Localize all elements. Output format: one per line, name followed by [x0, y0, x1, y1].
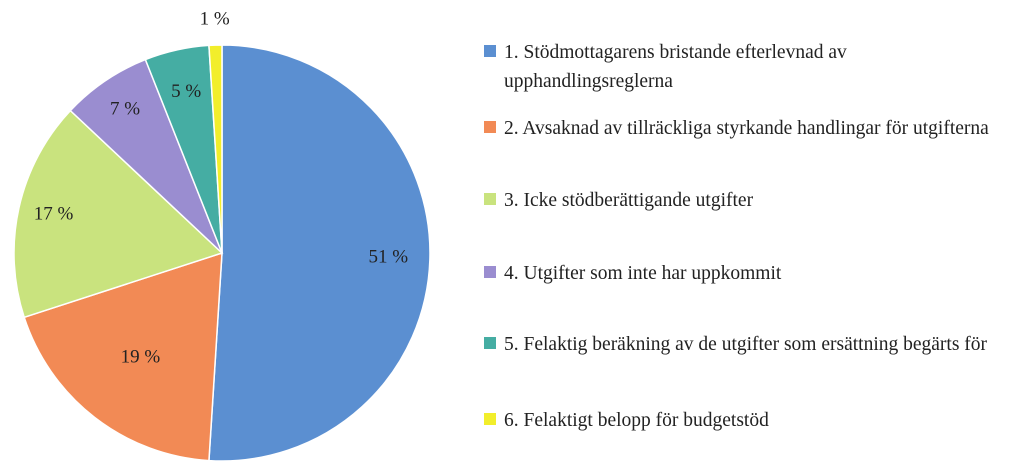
legend-label-6: 6. Felaktigt belopp för budgetstöd [504, 410, 769, 431]
legend-swatch-1 [484, 45, 496, 57]
legend-swatch-2 [484, 121, 496, 133]
legend-label-5: 5. Felaktig beräkning av de utgifter som… [504, 334, 988, 355]
legend-swatch-3 [484, 193, 496, 205]
legend-label-4: 4. Utgifter som inte har uppkommit [504, 263, 782, 284]
legend-item-6: 6. Felaktigt belopp för budgetstöd [484, 406, 1014, 435]
data-label-6: 1 % [200, 9, 230, 30]
legend-item-5: 5. Felaktig beräkning av de utgifter som… [484, 330, 1014, 359]
legend-item-1: 1. Stödmottagarens bristande efterlevnad… [484, 38, 1014, 96]
pie-slice-1 [208, 44, 431, 462]
legend-label-3: 3. Icke stödberättigande utgifter [504, 190, 754, 211]
legend-item-4: 4. Utgifter som inte har uppkommit [484, 259, 1014, 288]
data-label-3: 17 % [34, 204, 74, 225]
pie-slice-2 [23, 251, 223, 462]
legend-swatch-6 [484, 413, 496, 425]
legend-swatch-4 [484, 266, 496, 278]
legend-item-3: 3. Icke stödberättigande utgifter [484, 186, 1014, 215]
pie-slice-3 [13, 109, 224, 319]
pie-slice-6 [208, 44, 223, 254]
legend-swatch-5 [484, 337, 496, 349]
pie-chart: 51 % 19 % 17 % 7 % 5 % 1 % [13, 9, 431, 462]
data-label-5: 5 % [171, 81, 201, 102]
data-label-1: 51 % [369, 247, 409, 268]
legend-label-2: 2. Avsaknad av tillräckliga styrkande ha… [504, 118, 989, 139]
legend-label-1: 1. Stödmottagarens bristande efterlevnad… [504, 42, 847, 92]
data-label-4: 7 % [110, 99, 140, 120]
data-label-2: 19 % [121, 347, 161, 368]
legend-item-2: 2. Avsaknad av tillräckliga styrkande ha… [484, 114, 1014, 143]
pie-slices [13, 44, 431, 462]
pie-data-labels: 51 % 19 % 17 % 7 % 5 % 1 % [34, 9, 409, 368]
